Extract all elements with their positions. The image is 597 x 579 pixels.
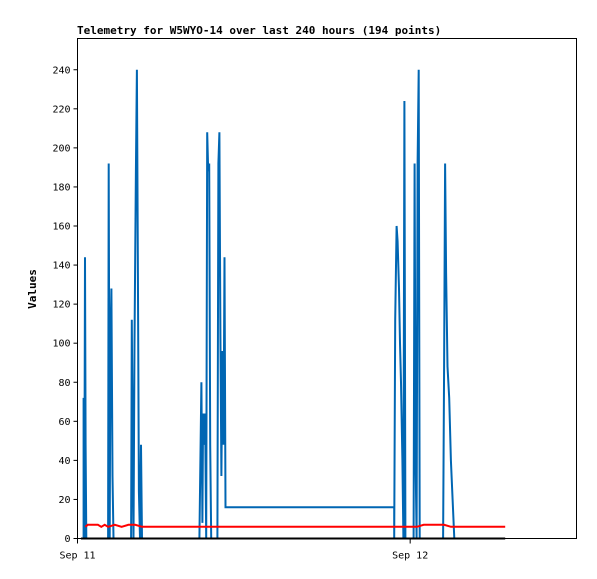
- series-line-2: [84, 523, 506, 528]
- x-tick-label: Sep 11: [59, 551, 95, 562]
- y-axis-ticks: 0 20 40 60 80 100 120 140 160 180 200 220 240: [52, 65, 78, 545]
- chart-title: Telemetry for W5WYO-14 over last 240 hou…: [77, 24, 441, 37]
- y-tick-label: 60: [58, 417, 70, 428]
- y-tick-label: 240: [52, 65, 70, 76]
- y-tick-label: 220: [52, 104, 70, 115]
- y-tick-label: 180: [52, 182, 70, 193]
- y-tick-label: 0: [64, 534, 70, 545]
- series-layer: [80, 69, 506, 540]
- y-tick-label: 80: [58, 378, 70, 389]
- y-tick-label: 100: [52, 339, 70, 350]
- y-tick-label: 160: [52, 222, 70, 233]
- x-axis-ticks: Sep 11 Sep 12: [59, 538, 428, 562]
- plot-frame: [77, 38, 577, 539]
- y-axis-label: Values: [26, 269, 39, 309]
- x-tick-label: Sep 12: [392, 551, 428, 562]
- y-tick-label: 140: [52, 261, 70, 272]
- y-tick-label: 20: [58, 495, 70, 506]
- y-tick-label: 40: [58, 456, 70, 467]
- y-tick-label: 200: [52, 143, 70, 154]
- y-tick-label: 120: [52, 300, 70, 311]
